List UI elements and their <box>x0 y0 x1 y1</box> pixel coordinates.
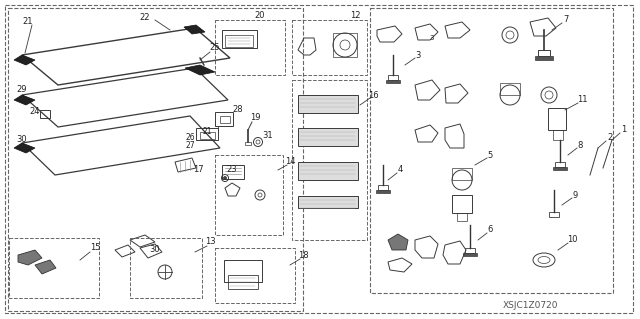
Text: 13: 13 <box>205 238 215 247</box>
Text: 25: 25 <box>210 43 220 53</box>
Bar <box>500 83 520 95</box>
Text: 6: 6 <box>487 226 493 234</box>
Text: 18: 18 <box>298 251 308 261</box>
Bar <box>225 35 253 47</box>
Text: 16: 16 <box>368 91 378 100</box>
Polygon shape <box>185 65 215 75</box>
Bar <box>298 162 358 180</box>
Bar <box>215 155 283 235</box>
Text: 4: 4 <box>397 166 403 174</box>
Bar <box>333 33 357 57</box>
Text: 1: 1 <box>621 125 627 135</box>
Text: 3: 3 <box>429 35 435 41</box>
Text: 5: 5 <box>488 151 493 160</box>
Bar <box>457 213 467 221</box>
Text: 24: 24 <box>29 108 40 116</box>
Text: XSJC1Z0720: XSJC1Z0720 <box>502 300 557 309</box>
Polygon shape <box>14 95 35 105</box>
Bar <box>245 142 251 145</box>
Bar <box>228 275 258 289</box>
Text: 29: 29 <box>17 85 28 94</box>
Bar <box>378 185 388 190</box>
Text: 31: 31 <box>262 130 273 139</box>
Text: 14: 14 <box>285 158 295 167</box>
Text: 21: 21 <box>202 128 212 137</box>
Bar <box>292 20 367 75</box>
Text: 26: 26 <box>185 133 195 143</box>
Bar <box>452 195 472 213</box>
Bar <box>452 168 472 180</box>
Bar <box>9 238 99 298</box>
Bar <box>220 116 230 123</box>
Bar <box>200 132 215 139</box>
Bar <box>215 20 285 75</box>
Polygon shape <box>388 234 408 250</box>
Bar <box>8 8 303 311</box>
Text: 22: 22 <box>140 13 150 23</box>
Text: 20: 20 <box>255 11 265 20</box>
Text: 10: 10 <box>567 235 577 244</box>
Bar <box>130 238 202 298</box>
Bar <box>196 128 218 140</box>
Circle shape <box>223 176 227 180</box>
Bar <box>549 212 559 217</box>
Polygon shape <box>14 143 35 153</box>
Text: 27: 27 <box>185 140 195 150</box>
Bar <box>222 30 257 48</box>
Bar <box>538 50 550 56</box>
Bar <box>222 165 244 179</box>
Text: 11: 11 <box>577 95 588 105</box>
Bar <box>535 56 553 60</box>
Bar <box>298 196 358 208</box>
Bar <box>388 75 398 80</box>
Text: 21: 21 <box>23 18 33 26</box>
Polygon shape <box>184 25 205 34</box>
Text: 12: 12 <box>349 11 360 20</box>
Polygon shape <box>35 260 56 274</box>
Bar <box>215 248 295 303</box>
Text: 7: 7 <box>563 16 569 25</box>
Bar <box>376 190 390 193</box>
Text: 8: 8 <box>577 140 582 150</box>
Text: 30: 30 <box>150 246 160 255</box>
Bar <box>298 95 358 113</box>
Bar <box>553 167 567 170</box>
Bar <box>553 130 563 140</box>
Text: 17: 17 <box>193 166 204 174</box>
Bar <box>370 8 613 293</box>
Polygon shape <box>14 55 35 65</box>
Text: 30: 30 <box>17 136 28 145</box>
Bar <box>292 80 367 240</box>
Text: 23: 23 <box>227 166 237 174</box>
Polygon shape <box>18 250 42 265</box>
Text: 28: 28 <box>233 106 243 115</box>
Bar <box>555 162 565 167</box>
Text: 3: 3 <box>415 50 420 60</box>
Bar <box>215 112 233 126</box>
Bar <box>386 80 400 83</box>
Bar <box>548 108 566 130</box>
Text: 9: 9 <box>572 190 578 199</box>
Bar <box>463 253 477 256</box>
Bar <box>224 260 262 282</box>
Bar <box>465 248 475 253</box>
Text: 15: 15 <box>90 243 100 253</box>
Text: 19: 19 <box>250 114 260 122</box>
Bar <box>298 128 358 146</box>
Text: 2: 2 <box>607 133 612 143</box>
Bar <box>40 110 50 118</box>
